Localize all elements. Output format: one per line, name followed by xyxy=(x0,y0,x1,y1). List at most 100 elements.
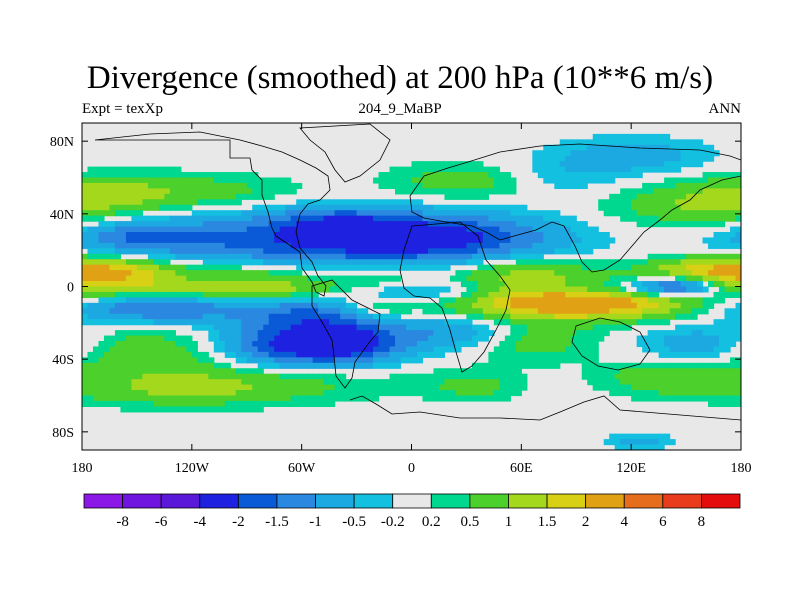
field-cell xyxy=(384,210,391,217)
field-cell xyxy=(642,444,649,450)
field-cell xyxy=(169,281,176,288)
field-cell xyxy=(131,330,138,337)
field-cell xyxy=(427,259,435,266)
field-cell xyxy=(230,193,237,200)
field-cell xyxy=(136,215,144,222)
field-cell xyxy=(460,221,468,228)
field-cell xyxy=(175,232,182,239)
field-cell xyxy=(466,166,473,173)
field-cell xyxy=(433,330,440,337)
field-cell xyxy=(620,144,627,151)
field-cell xyxy=(581,242,588,249)
field-cell xyxy=(735,259,741,266)
field-cell xyxy=(548,161,555,168)
field-cell xyxy=(449,390,457,397)
field-cell xyxy=(312,319,319,326)
field-cell xyxy=(351,199,358,206)
field-cell xyxy=(136,281,144,288)
field-cell xyxy=(713,182,720,189)
field-cell xyxy=(416,172,424,179)
field-cell xyxy=(614,172,621,179)
field-cell xyxy=(576,182,583,189)
field-cell xyxy=(131,406,138,413)
field-cell xyxy=(598,133,605,140)
field-cell xyxy=(136,259,144,266)
field-cell xyxy=(208,357,215,364)
field-cell xyxy=(180,226,187,233)
field-cell xyxy=(400,237,407,244)
field-cell xyxy=(614,308,621,315)
field-cell xyxy=(169,188,176,195)
field-cell xyxy=(109,395,116,402)
field-cell xyxy=(312,215,319,222)
field-cell xyxy=(378,357,385,364)
field-cell xyxy=(219,384,226,391)
field-cell xyxy=(719,346,726,353)
field-cell xyxy=(482,330,489,337)
field-cell xyxy=(241,221,248,228)
field-cell xyxy=(653,286,660,293)
field-cell xyxy=(526,308,533,315)
field-cell xyxy=(142,297,149,304)
field-cell xyxy=(675,351,682,358)
field-cell xyxy=(598,259,605,266)
field-cell xyxy=(241,253,248,260)
field-cell xyxy=(537,232,544,239)
field-cell xyxy=(730,264,737,271)
field-cell xyxy=(136,313,144,320)
field-cell xyxy=(724,373,731,380)
field-cell xyxy=(351,346,358,353)
field-cell xyxy=(422,242,429,249)
field-cell xyxy=(548,275,555,282)
field-cell xyxy=(669,204,676,211)
field-cell xyxy=(559,291,566,298)
field-cell xyxy=(449,188,457,195)
field-cell xyxy=(219,308,226,315)
field-cell xyxy=(153,308,160,315)
field-cell xyxy=(109,275,116,282)
field-cell xyxy=(625,384,632,391)
field-cell xyxy=(521,384,528,391)
field-cell xyxy=(581,362,588,369)
field-cell xyxy=(614,210,621,217)
field-cell xyxy=(636,133,643,140)
field-cell xyxy=(653,368,660,375)
field-cell xyxy=(636,384,643,391)
field-cell xyxy=(543,177,550,184)
field-cell xyxy=(603,177,610,184)
field-cell xyxy=(147,286,154,293)
field-cell xyxy=(235,324,242,331)
field-cell xyxy=(362,275,369,282)
field-cell xyxy=(702,324,709,331)
field-cell xyxy=(735,275,741,282)
field-cell xyxy=(570,242,577,249)
field-cell xyxy=(708,242,715,249)
field-cell xyxy=(279,297,286,304)
field-cell xyxy=(334,308,341,315)
colorbar-label: 6 xyxy=(659,514,667,530)
field-cell xyxy=(296,237,303,244)
field-cell xyxy=(389,379,396,386)
field-cell xyxy=(219,193,226,200)
field-cell xyxy=(400,199,407,206)
field-cell xyxy=(334,373,341,380)
field-cell xyxy=(620,215,627,222)
field-cell xyxy=(559,319,566,326)
field-cell xyxy=(653,166,660,173)
field-cell xyxy=(301,232,308,239)
field-cell xyxy=(235,395,242,402)
field-cell xyxy=(658,281,665,288)
field-cell xyxy=(433,259,440,266)
field-cell xyxy=(653,379,660,386)
field-cell xyxy=(186,313,193,320)
field-cell xyxy=(499,390,506,397)
field-cell xyxy=(653,395,660,402)
field-cell xyxy=(92,253,100,260)
field-cell xyxy=(570,291,577,298)
field-cell xyxy=(268,297,275,304)
field-cell xyxy=(609,308,616,315)
field-cell xyxy=(395,373,402,380)
field-cell xyxy=(345,384,352,391)
field-cell xyxy=(87,210,94,217)
field-cell xyxy=(658,253,665,260)
